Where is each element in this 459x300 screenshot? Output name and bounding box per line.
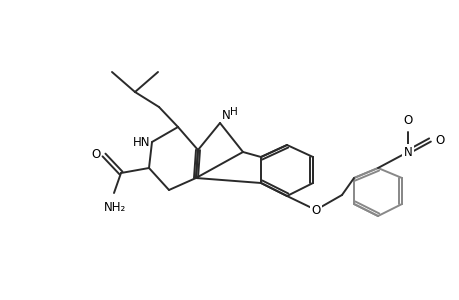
Text: N: N [403, 146, 411, 158]
Text: O: O [434, 134, 443, 146]
Text: O: O [91, 148, 101, 160]
Text: NH₂: NH₂ [104, 201, 126, 214]
Text: N: N [222, 109, 230, 122]
Text: O: O [311, 205, 320, 218]
Text: H: H [230, 107, 237, 117]
Text: O: O [403, 114, 412, 127]
Text: HN: HN [132, 136, 150, 148]
